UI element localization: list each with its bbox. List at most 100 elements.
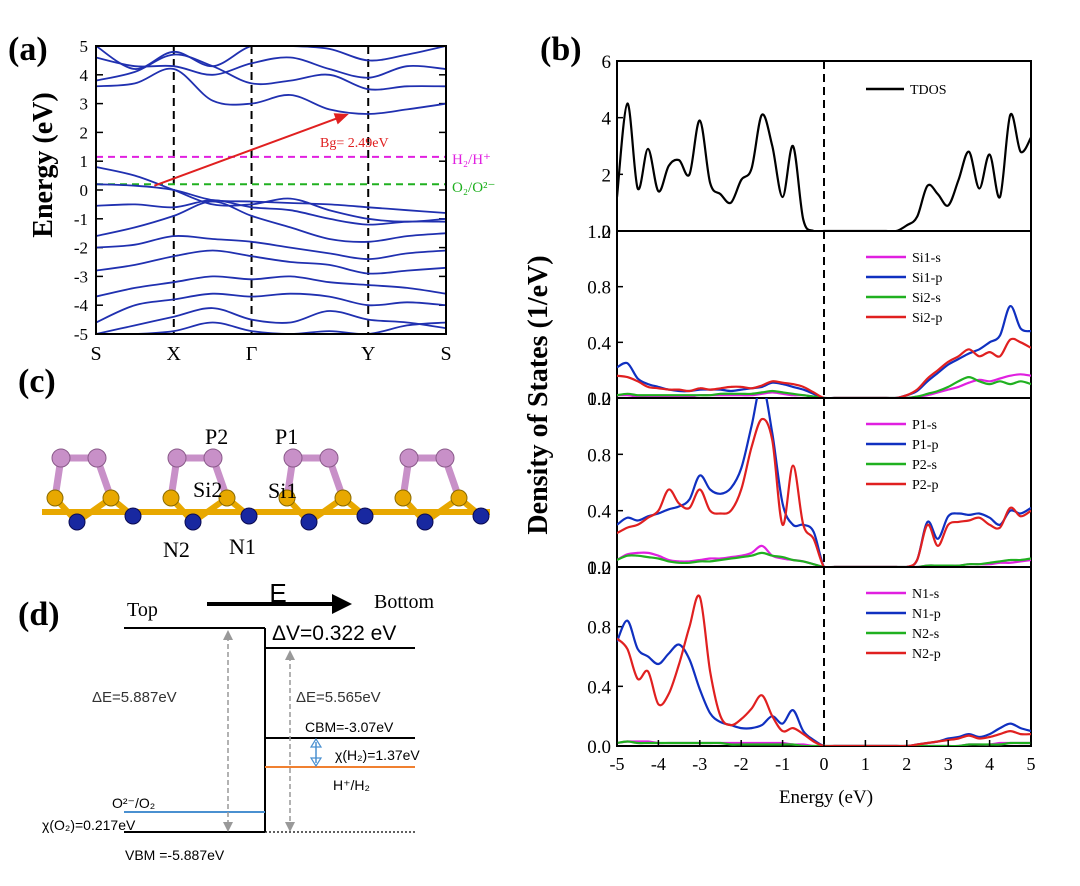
- dos-y-tick-label: 2: [602, 165, 612, 186]
- legend-label-N2-s: N2-s: [912, 627, 939, 642]
- band-y-ticks: -5 -4 -3 -2 -1 0 1 2 3 4 5: [74, 37, 446, 344]
- band-y-tick-label: 5: [80, 37, 89, 56]
- n-atom: [472, 507, 490, 525]
- k-point-label: Y: [361, 343, 375, 365]
- dos-y-tick-label: 0.0: [587, 389, 611, 410]
- atom-label-n2: N2: [163, 537, 190, 562]
- dos-series-N1-p: [617, 619, 1031, 746]
- legend-label-P1-p: P1-p: [912, 438, 938, 453]
- k-point-label: S: [90, 343, 101, 365]
- band-vb5: [96, 249, 446, 275]
- atomic-structure: [42, 448, 490, 531]
- legend-label-P1-s: P1-s: [912, 418, 937, 433]
- p-atom: [203, 448, 223, 468]
- dos-series-P2-p: [617, 417, 1031, 567]
- dos-y-tick-label: 1.2: [587, 389, 611, 410]
- si-atom: [218, 489, 236, 507]
- dos-series-TDOS: [617, 102, 1031, 231]
- dos-y-tick-label: 0.0: [587, 737, 611, 758]
- dos-x-tick-label: -2: [734, 754, 749, 774]
- band-y-tick-label: 2: [80, 123, 89, 142]
- p-atom: [319, 448, 339, 468]
- h2-level-label: H₂/H⁺: [452, 152, 491, 168]
- band-y-tick-label: 3: [80, 95, 89, 114]
- dos-x-tick-label: 2: [902, 754, 911, 774]
- dos-y-tick-label: 0.4: [587, 333, 611, 354]
- n-atom: [124, 507, 142, 525]
- si-atom: [450, 489, 468, 507]
- band-y-tick-label: -1: [74, 210, 88, 229]
- band-y-tick-label: 1: [80, 152, 89, 171]
- dos-y-tick-label: 6: [602, 52, 612, 73]
- k-point-label: Γ: [246, 343, 258, 365]
- band-vb7: [96, 292, 446, 324]
- atom-label-p1: P1: [275, 424, 298, 449]
- band-vb6: [96, 275, 446, 298]
- dos-series-Si2-s: [617, 375, 1031, 398]
- dos-series-N2-s: [617, 740, 1031, 746]
- band-k-lines: [172, 46, 370, 334]
- dos-y-tick-label: 0.4: [587, 677, 611, 698]
- legend-label-P2-p: P2-p: [912, 478, 938, 493]
- dos-subplot-p: 0.0 0.4 0.8 1.2 P1-s P1-p P2-s P2-p: [587, 389, 1032, 579]
- p-atom: [283, 448, 303, 468]
- panel-label-a: (a): [8, 31, 48, 68]
- dos-subplot-n: 0.0 0.4 0.8 1.2 N1-s N1-p N2-s N2-p: [587, 558, 1032, 758]
- band-gap-arrow-line: [153, 116, 342, 187]
- delta-v-label: ΔV=0.322 eV: [272, 622, 396, 645]
- legend-label-N1-s: N1-s: [912, 587, 939, 602]
- delta-e-right-label: ΔE=5.565eV: [296, 689, 381, 706]
- n-atom: [416, 513, 434, 531]
- si-atom: [46, 489, 64, 507]
- si-atom: [334, 489, 352, 507]
- p-atom: [399, 448, 419, 468]
- dos-y-tick-label: 0.0: [587, 558, 611, 579]
- dos-x-tick-label: 3: [944, 754, 953, 774]
- legend-label-N2-p: N2-p: [912, 647, 941, 662]
- band-band1: [96, 46, 446, 70]
- atom-label-p2: P2: [205, 424, 228, 449]
- legend-label-Si2-s: Si2-s: [912, 291, 941, 306]
- band-vb3: [96, 200, 446, 243]
- band-ylabel: Energy (eV): [28, 92, 59, 237]
- band-y-tick-label: -3: [74, 267, 88, 286]
- dos-y-tick-label: 0.4: [587, 502, 611, 523]
- vbm-label: VBM =-5.887eV: [125, 847, 225, 863]
- chi-o2-label: χ(O₂)=0.217eV: [42, 817, 136, 833]
- dos-y-tick-label: 1.2: [587, 222, 611, 243]
- band-curves: [96, 46, 446, 334]
- n-atom: [240, 507, 258, 525]
- dos-x-tick-label: 5: [1027, 754, 1036, 774]
- dos-series-Si1-s: [617, 373, 1031, 398]
- band-y-tick-label: 0: [80, 181, 89, 200]
- band-band4: [96, 67, 446, 115]
- band-vb8: [96, 307, 446, 334]
- p-atom: [51, 448, 71, 468]
- atom-label-si2: Si2: [193, 477, 222, 502]
- cbm-label: CBM=-3.07eV: [305, 719, 394, 735]
- field-arrow-head: [332, 594, 352, 614]
- panel-label-c: (c): [18, 363, 56, 400]
- n-atom: [356, 507, 374, 525]
- band-alignment-diagram: [124, 594, 415, 833]
- dos-x-tick-label: 0: [820, 754, 829, 774]
- band-reference-levels: [96, 155, 446, 186]
- dos-x-tick-label: -3: [692, 754, 707, 774]
- band-vb9: [96, 321, 446, 334]
- dos-series-Si2-p: [617, 337, 1031, 398]
- delta-e-left-label: ΔE=5.887eV: [92, 689, 177, 706]
- si-atom: [394, 489, 412, 507]
- n-atom: [184, 513, 202, 531]
- dos-subplot-si: 0.0 0.4 0.8 1.2 Si1-s Si1-p Si2-s Si2-p: [587, 222, 1032, 410]
- band-frame: [95, 45, 447, 335]
- panel-label-b: (b): [540, 31, 582, 68]
- o2-level-label: O₂/O²⁻: [452, 180, 495, 196]
- chi-h2-label: χ(H₂)=1.37eV: [335, 747, 420, 763]
- band-vb1: [96, 183, 446, 214]
- dos-x-tick-label: -5: [610, 754, 625, 774]
- dos-series-P2-s: [617, 551, 1031, 567]
- dos-y-tick-label: 4: [602, 109, 612, 130]
- atom-label-n1: N1: [229, 534, 256, 559]
